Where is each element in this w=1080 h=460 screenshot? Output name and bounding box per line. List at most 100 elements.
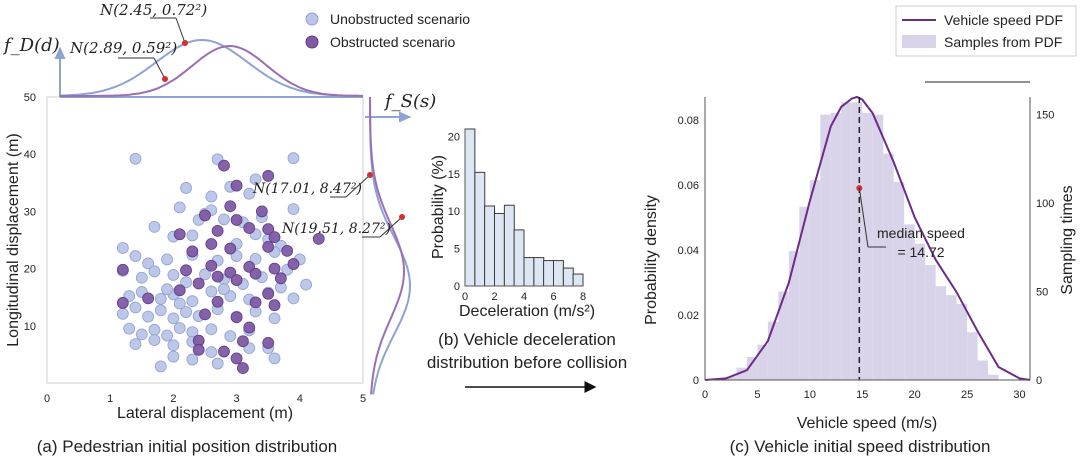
unobstructed-point bbox=[167, 350, 180, 363]
obstructed-point bbox=[243, 222, 256, 234]
obstructed-point bbox=[142, 292, 155, 305]
panel-b-ylabel: Probability (%) bbox=[430, 155, 447, 259]
deceleration-bar bbox=[494, 212, 505, 287]
speed-sample-bar bbox=[851, 102, 863, 381]
unobstructed-point bbox=[167, 312, 180, 325]
obstructed-point bbox=[262, 337, 275, 349]
obstructed-point bbox=[249, 296, 262, 309]
ann-top-2: N(2.89, 0.59²) bbox=[69, 39, 177, 57]
obstructed-point bbox=[205, 259, 218, 272]
obstructed-point bbox=[211, 295, 224, 308]
ann-top-1: N(2.45, 0.72²) bbox=[99, 1, 207, 19]
obstructed-point bbox=[237, 362, 249, 375]
panel-c-ytick-left-label: 0.08 bbox=[678, 115, 699, 127]
legend-samples-label: Samples from PDF bbox=[944, 34, 1062, 50]
speed-sample-bar bbox=[830, 112, 842, 380]
panel-c-ytick-left-label: 0.04 bbox=[678, 245, 699, 257]
unobstructed-point bbox=[123, 322, 136, 335]
unobstructed-point bbox=[205, 346, 218, 359]
panel-b-bars bbox=[464, 128, 584, 287]
deceleration-bar bbox=[503, 204, 515, 287]
obstructed-point bbox=[230, 274, 243, 286]
panel-b-xtick-label: 4 bbox=[521, 291, 527, 303]
obstructed-point bbox=[218, 159, 230, 172]
obstructed-point bbox=[262, 223, 275, 236]
unobstructed-point bbox=[186, 295, 199, 308]
panel-a-plot-frame bbox=[46, 96, 364, 384]
obstructed-point bbox=[274, 272, 287, 285]
unobstructed-point bbox=[135, 328, 148, 341]
obstructed-point bbox=[268, 262, 281, 275]
panel-c-ytick-right-label: 100 bbox=[1036, 198, 1054, 210]
speed-sample-bar bbox=[946, 295, 957, 380]
ann-right-1: N(17.01, 8.47²) bbox=[252, 181, 362, 197]
panel-b-xtick-label: 0 bbox=[462, 291, 468, 303]
panel-c-ytick-left-label: 0.06 bbox=[678, 180, 699, 192]
obstructed-point bbox=[218, 345, 230, 358]
ann-top-1-marker bbox=[182, 40, 188, 46]
median-leader bbox=[858, 188, 869, 248]
obstructed-point bbox=[224, 242, 237, 255]
panel-a-ticks: 0 1 2 3 4 5 10 20 30 40 50 bbox=[24, 92, 366, 405]
panel-a-xtick-label: 1 bbox=[107, 393, 113, 405]
speed-sample-bar bbox=[904, 224, 915, 380]
right-axis-label: f_S(s) bbox=[383, 91, 436, 112]
unobstructed-point bbox=[173, 297, 186, 310]
obstructed-point bbox=[268, 231, 281, 244]
unobstructed-point bbox=[300, 278, 313, 291]
panel-c-caption: (c) Vehicle initial speed distribution bbox=[730, 437, 991, 456]
obstructed-point bbox=[199, 209, 211, 222]
panel-b-caption-line2: distribution before collision bbox=[427, 353, 627, 372]
ann-top-1-leader bbox=[175, 17, 186, 44]
panel-a-xtick-label: 2 bbox=[170, 393, 176, 405]
speed-sample-bar bbox=[757, 344, 768, 380]
panel-c-xtick-label: 15 bbox=[856, 389, 868, 401]
speed-sample-bar bbox=[767, 321, 779, 380]
deceleration-bar bbox=[572, 273, 584, 287]
obstructed-point bbox=[230, 214, 243, 226]
obstructed-point bbox=[205, 238, 218, 250]
obstructed-point bbox=[249, 267, 262, 280]
obstructed-point bbox=[173, 284, 186, 297]
speed-sample-bar bbox=[725, 376, 737, 380]
top-axis-label: f_D(d) bbox=[2, 35, 60, 56]
deceleration-bar bbox=[484, 205, 495, 287]
panel-c-ytick-left-label: 0.02 bbox=[678, 310, 699, 322]
unobstructed-point bbox=[116, 307, 129, 320]
unobstructed-point bbox=[268, 312, 281, 325]
ann-top-2-leader bbox=[153, 57, 166, 80]
obstructed-point bbox=[262, 287, 275, 300]
speed-sample-bar bbox=[746, 357, 758, 380]
legend-obstructed-marker bbox=[305, 35, 319, 49]
panel-c-xtick-label: 25 bbox=[961, 389, 973, 401]
panel-a-ylabel: Longitudinal displacement (m) bbox=[5, 133, 22, 346]
unobstructed-point bbox=[180, 306, 192, 318]
ann-top-2-marker bbox=[162, 76, 168, 82]
panel-c: median speed = 14.72 0 5 10 15 20 25 30 0 0.02 0.… bbox=[643, 5, 1077, 456]
deceleration-bar bbox=[474, 171, 486, 287]
obstructed-point bbox=[230, 311, 243, 324]
top-marginal-unobstructed-curve bbox=[59, 38, 363, 97]
panel-a-xtick-label: 4 bbox=[297, 393, 303, 405]
speed-sample-bar bbox=[988, 374, 999, 380]
panel-b-caption-line1: (b) Vehicle deceleration bbox=[438, 330, 616, 349]
speed-sample-bar bbox=[925, 265, 936, 380]
unobstructed-point bbox=[186, 353, 199, 366]
panel-b-ytick-label: 0 bbox=[454, 281, 460, 293]
panel-c-legend: Vehicle speed PDF Samples from PDF bbox=[895, 5, 1077, 57]
unobstructed-point bbox=[173, 322, 186, 334]
panel-c-xtick-label: 10 bbox=[804, 389, 816, 401]
unobstructed-point bbox=[218, 283, 230, 296]
unobstructed-point bbox=[205, 323, 218, 336]
right-marginal-obstructed-curve bbox=[369, 97, 406, 395]
panel-c-ylabel-right: Sampling times bbox=[1059, 185, 1076, 294]
obstructed-point bbox=[230, 352, 243, 365]
speed-sample-bar bbox=[799, 206, 810, 380]
legend-samples-swatch bbox=[902, 35, 936, 48]
deceleration-bar bbox=[543, 260, 554, 287]
deceleration-bar bbox=[464, 128, 476, 287]
unobstructed-point bbox=[224, 330, 237, 342]
unobstructed-point bbox=[161, 283, 173, 296]
ann-right-1-marker bbox=[367, 172, 373, 178]
panel-b-ytick-label: 10 bbox=[448, 206, 460, 218]
